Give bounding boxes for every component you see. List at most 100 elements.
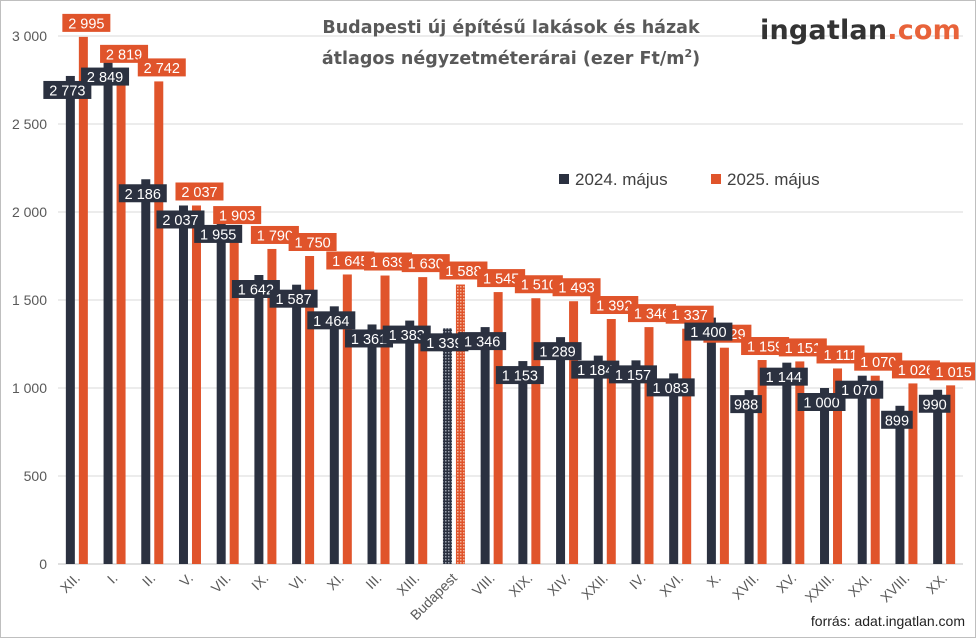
x-tick-label: I. — [104, 570, 121, 587]
bar-2024 — [367, 324, 377, 564]
legend-item-2024: 2024. május — [559, 170, 668, 190]
bar-2025 — [719, 347, 729, 564]
bar-2024 — [518, 361, 528, 564]
data-label-2025-box — [213, 206, 262, 225]
source-note: forrás: adat.ingatlan.com — [810, 613, 965, 629]
data-label-2025-box — [137, 58, 186, 77]
data-label-2024-box — [194, 224, 243, 243]
bar-2025 — [833, 368, 843, 564]
x-tick-label: III. — [362, 570, 384, 592]
x-tick-label: XXI. — [845, 570, 875, 600]
x-tick-label: X. — [703, 570, 724, 591]
bar-2025 — [455, 284, 465, 564]
data-label-2025: 1 903 — [219, 209, 255, 225]
data-label-2024: 2 037 — [162, 213, 198, 229]
data-label-2025: 1 639 — [370, 255, 406, 271]
data-label-2024-box — [307, 311, 356, 330]
data-label-2024: 1 153 — [502, 369, 538, 385]
data-label-2024: 1 464 — [313, 314, 349, 330]
bar-2025 — [78, 36, 88, 564]
data-label-2024: 990 — [923, 397, 947, 413]
bar-2025 — [418, 277, 428, 564]
bar-2024 — [178, 205, 188, 564]
bar-2025 — [946, 385, 956, 564]
data-label-2024-box — [881, 410, 913, 429]
x-tick-label: XIII. — [393, 570, 422, 599]
bar-2025 — [870, 375, 880, 564]
data-label-2024: 1 955 — [200, 227, 236, 243]
data-label-2024: 1 000 — [803, 396, 839, 412]
brand-logo-part2: .com — [887, 15, 961, 46]
data-label-2024-box — [458, 332, 507, 351]
bar-2024 — [933, 389, 943, 564]
data-label-2025: 1 510 — [521, 278, 557, 294]
bar-2024 — [254, 275, 264, 564]
bar-2025 — [342, 274, 352, 564]
legend-swatch-2024 — [559, 174, 569, 184]
x-tick-label: IV. — [626, 570, 649, 593]
x-tick-label: XVII. — [729, 570, 762, 603]
data-label-2025: 1 392 — [596, 299, 632, 315]
data-label-2025-box — [929, 362, 975, 381]
bar-2025 — [757, 360, 767, 564]
y-tick-label: 3 000 — [12, 28, 47, 44]
data-label-2025-box — [514, 275, 563, 294]
legend-label-2025: 2025. május — [727, 170, 820, 189]
data-label-2024-box — [156, 210, 205, 229]
bar-2024 — [141, 179, 151, 564]
data-label-2024-box — [420, 333, 469, 352]
bar-2024 — [442, 328, 452, 564]
data-label-2024: 1 070 — [841, 383, 877, 399]
bar-2024 — [65, 75, 75, 565]
data-label-2024: 2 849 — [87, 70, 123, 86]
y-tick-label: 2 000 — [12, 204, 47, 220]
data-label-2024-box — [118, 184, 167, 203]
bar-2025 — [795, 361, 805, 564]
data-label-2025: 1 346 — [634, 307, 670, 323]
y-tick-label: 500 — [24, 468, 48, 484]
data-label-2025: 1 493 — [558, 281, 594, 297]
x-tick-label: IX. — [248, 570, 271, 593]
data-label-2025-box — [401, 254, 450, 273]
bar-2025 — [682, 328, 692, 564]
data-label-2025-box — [100, 44, 149, 63]
chart-title: Budapesti új építésű lakások és házak át… — [251, 15, 771, 72]
data-label-2024: 2 773 — [49, 83, 85, 99]
data-label-2024: 1 642 — [238, 283, 274, 299]
data-label-2024: 1 184 — [577, 363, 613, 379]
data-label-2024: 1 083 — [653, 381, 689, 397]
x-tick-label: XX. — [923, 570, 950, 597]
data-label-2025: 1 645 — [332, 254, 368, 270]
data-label-2025-box — [778, 338, 827, 357]
bar-2025 — [908, 383, 918, 564]
data-label-2024: 1 289 — [539, 345, 575, 361]
bar-2024 — [405, 320, 415, 564]
data-label-2025-box — [891, 360, 940, 379]
x-tick-label: XVIII. — [877, 570, 913, 606]
data-label-2024: 1 587 — [275, 292, 311, 308]
data-label-2024: 1 383 — [389, 328, 425, 344]
x-tick-label: XXIII. — [802, 570, 838, 606]
data-label-2024: 2 186 — [125, 187, 161, 203]
bar-2024 — [103, 62, 113, 565]
legend-swatch-2025 — [711, 174, 721, 184]
bar-2024 — [631, 360, 641, 564]
data-label-2025-box — [552, 278, 601, 297]
data-label-2025-box — [250, 225, 299, 244]
data-label-2025-box — [627, 304, 676, 323]
bar-2024 — [216, 219, 226, 565]
bar-2025 — [569, 301, 579, 564]
data-label-2025: 1 750 — [294, 236, 330, 252]
bar-2024 — [669, 373, 679, 564]
y-tick-label: 1 500 — [12, 292, 47, 308]
bar-2025 — [531, 298, 541, 564]
chart-title-line2: átlagos négyzetméterárai (ezer Ft/m — [321, 48, 685, 69]
brand-logo: ingatlan.com — [760, 15, 961, 46]
data-label-2024-box — [797, 393, 846, 411]
chart-title-line1: Budapesti új építésű lakások és házak — [322, 18, 700, 38]
bar-2024 — [292, 284, 302, 564]
data-label-2025-box — [477, 269, 526, 288]
x-tick-label: XI. — [324, 570, 347, 593]
